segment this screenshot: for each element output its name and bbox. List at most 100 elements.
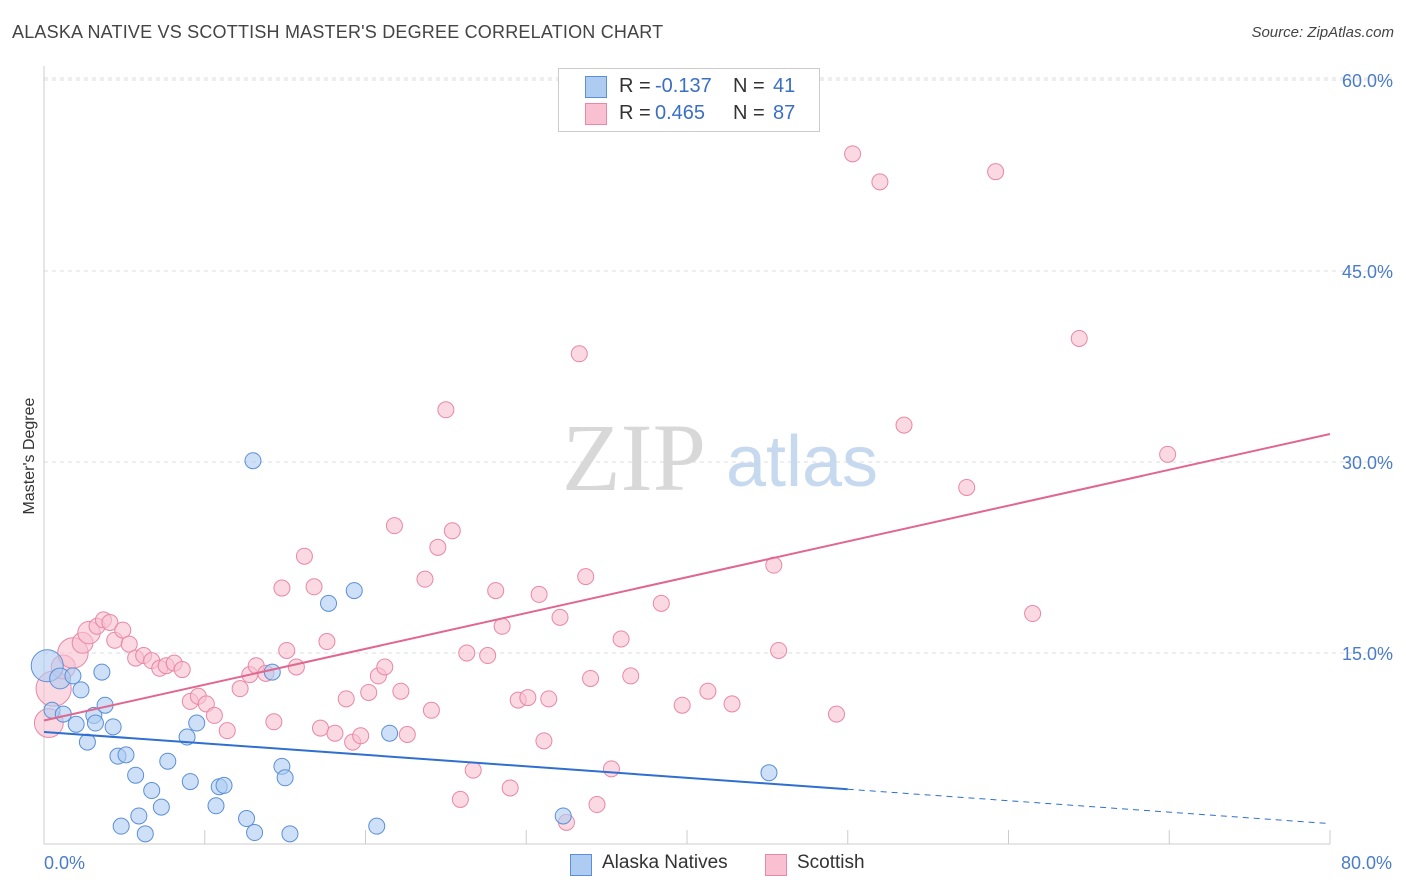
scottish-swatch (765, 854, 787, 876)
scottish-point (622, 667, 640, 685)
alaska-point (159, 752, 177, 770)
scottish-point (360, 683, 378, 701)
scottish-point (443, 522, 461, 540)
scottish-point (416, 570, 434, 588)
alaska-point (86, 714, 104, 732)
scottish-point (501, 779, 519, 797)
alaska-point (320, 594, 338, 612)
scottish-point (218, 722, 236, 740)
x-tick-label: 0.0% (44, 853, 85, 873)
scottish-point (451, 790, 469, 808)
scottish-point (385, 517, 403, 535)
alaska-point (554, 807, 572, 825)
alaska-point (263, 663, 281, 681)
data-points (30, 145, 1177, 843)
alaska-point (760, 764, 778, 782)
n-value: 87 (773, 102, 796, 124)
alaska-point (104, 718, 122, 736)
scottish-point (464, 761, 482, 779)
scottish-point (844, 145, 862, 163)
alaska-point (130, 807, 148, 825)
scottish-point (120, 635, 138, 653)
n-label: N = (733, 102, 765, 124)
alaska-point (64, 667, 82, 685)
scottish-point (987, 163, 1005, 181)
scottish-point (588, 796, 606, 814)
r-value: 0.465 (655, 102, 706, 124)
alaska-point (127, 766, 145, 784)
alaska-point (244, 452, 262, 470)
alaska-point (93, 663, 111, 681)
scottish-point (273, 579, 291, 597)
alaska-point (381, 724, 399, 742)
scottish-point (173, 661, 191, 679)
scottish-point (231, 680, 249, 698)
scottish-point (265, 713, 283, 731)
trend-lines (43, 433, 1331, 825)
alaska-point (215, 776, 233, 794)
watermark-zip: ZIP (562, 404, 706, 511)
scottish-point (305, 578, 323, 596)
chart-title: ALASKA NATIVE VS SCOTTISH MASTER'S DEGRE… (12, 22, 664, 42)
alaska-trend-line (43, 730, 848, 791)
scottish-point (577, 568, 595, 586)
scottish-point (770, 641, 788, 659)
alaska-point (67, 715, 85, 733)
scottish-point (535, 732, 553, 750)
scottish-point (437, 401, 455, 419)
scottish-point (699, 682, 717, 700)
scottish-point (278, 641, 296, 659)
alaska-point (276, 769, 294, 787)
scottish-point (871, 173, 889, 191)
scottish-point (398, 725, 416, 743)
alaska-point (188, 714, 206, 732)
scottish-point (652, 594, 670, 612)
alaska-point (143, 782, 161, 800)
scottish-point (827, 705, 845, 723)
alaska-point (112, 817, 130, 835)
scottish-trend-line (43, 433, 1331, 722)
watermark: ZIP atlas (562, 404, 878, 511)
scottish-point (429, 538, 447, 556)
scottish-point (311, 719, 329, 737)
scottish-point (326, 724, 344, 742)
scottish-point (458, 644, 476, 662)
scottish-point (673, 696, 691, 714)
scottish-swatch (585, 103, 607, 125)
scottish-point (318, 633, 336, 651)
alaska-point (207, 797, 225, 815)
alaska-trend-extension (847, 788, 1331, 825)
y-tick-label: 45.0% (1342, 262, 1393, 282)
legend-label: Alaska Natives (602, 852, 728, 873)
source-credit: Source: ZipAtlas.com (1251, 24, 1394, 41)
r-label: R = (619, 102, 651, 124)
watermark-atlas: atlas (726, 422, 878, 502)
n-value: 41 (773, 75, 796, 97)
scottish-point (551, 608, 569, 626)
alaska-point (136, 825, 154, 843)
y-tick-label: 15.0% (1342, 644, 1393, 664)
r-value: -0.137 (655, 75, 712, 97)
alaska-point (368, 817, 386, 835)
alaska-swatch (570, 854, 592, 876)
stats-legend: R = -0.137 N = 41 R = 0.465 N = 87 (558, 68, 820, 132)
scottish-point (205, 706, 223, 724)
scottish-point (602, 760, 620, 778)
scottish-point (519, 689, 537, 707)
alaska-swatch (585, 76, 607, 98)
legend-label: Scottish (797, 852, 865, 873)
scottish-point (895, 416, 913, 434)
r-label: R = (619, 75, 651, 97)
scottish-point (723, 695, 741, 713)
scottish-point (392, 682, 410, 700)
tick-labels: 15.0% 30.0% 45.0% 60.0% 0.0% 80.0% (44, 71, 1393, 873)
scottish-point (295, 547, 313, 565)
scottish-point (352, 727, 370, 745)
scottish-point (487, 582, 505, 600)
scottish-point (612, 630, 630, 648)
scottish-point (582, 669, 600, 687)
scottish-point (540, 690, 558, 708)
x-tick-label: 80.0% (1341, 853, 1392, 873)
scottish-point (570, 345, 588, 363)
